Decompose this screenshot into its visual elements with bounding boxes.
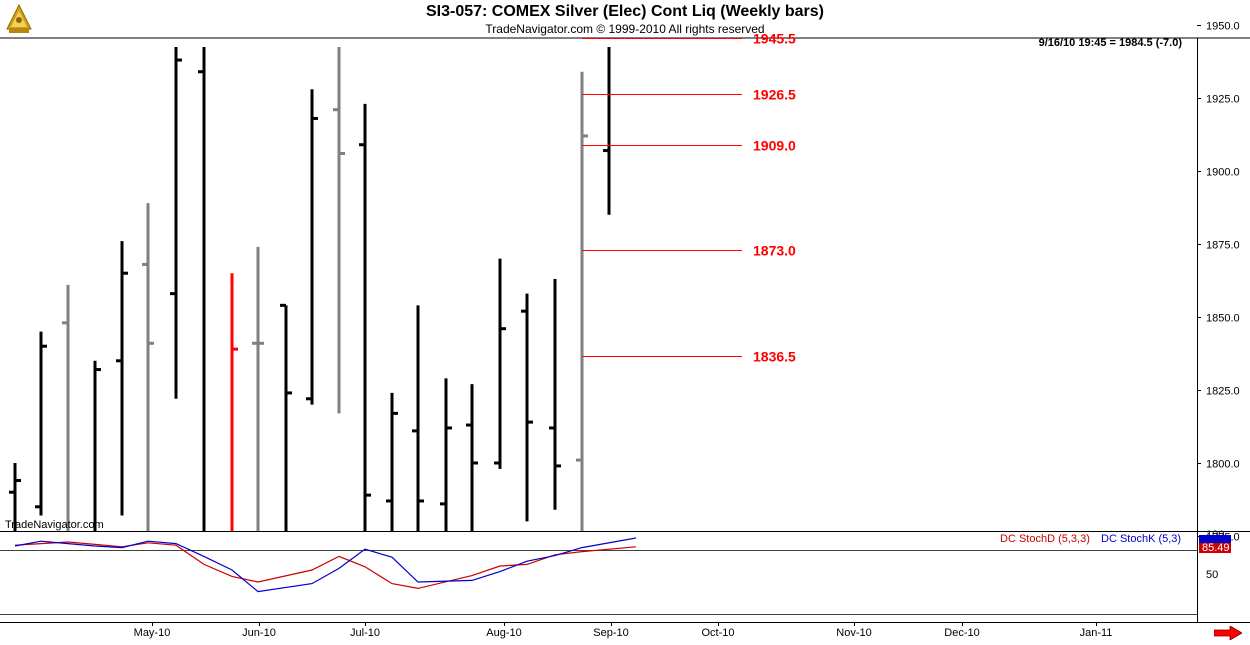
x-tick-label: Sep-10 bbox=[593, 627, 628, 639]
legend-stoch-k: DC StochK (5,3) bbox=[1101, 533, 1181, 545]
watermark-text: TradeNavigator.com bbox=[5, 519, 104, 531]
chart-header: SI3-057: COMEX Silver (Elec) Cont Liq (W… bbox=[0, 0, 1250, 38]
y-tick-label: 1850.0 bbox=[1206, 313, 1240, 325]
red-arrow-right-icon[interactable] bbox=[1213, 625, 1243, 641]
price-readout: 9/16/10 19:45 = 1984.5 (-7.0) bbox=[1038, 37, 1182, 49]
y-tick-label: 1900.0 bbox=[1206, 167, 1240, 179]
price-bar bbox=[576, 71, 588, 531]
price-bar bbox=[280, 303, 292, 531]
level-label-red: 1926.5 bbox=[753, 87, 796, 103]
level-label-red: 1836.5 bbox=[753, 349, 796, 365]
x-tick-label: Jun-10 bbox=[242, 627, 276, 639]
y-tick-label: 1875.0 bbox=[1206, 240, 1240, 252]
x-tick-label: May-10 bbox=[134, 627, 171, 639]
price-bar bbox=[521, 293, 533, 522]
trade-navigator-logo-icon[interactable] bbox=[3, 3, 35, 35]
chart-title: SI3-057: COMEX Silver (Elec) Cont Liq (W… bbox=[425, 3, 825, 20]
price-bar bbox=[412, 305, 424, 531]
price-bar bbox=[116, 241, 128, 516]
stoch-d-marker bbox=[1199, 543, 1231, 553]
price-bar bbox=[386, 392, 398, 531]
price-bar bbox=[306, 89, 318, 405]
price-bar bbox=[630, 0, 642, 2]
price-bar bbox=[466, 384, 478, 531]
price-bar bbox=[142, 203, 154, 531]
price-bar bbox=[62, 284, 70, 531]
x-tick-label: Jul-10 bbox=[350, 627, 380, 639]
indicator-tick-label: 50 bbox=[1206, 569, 1218, 581]
price-bar bbox=[549, 279, 561, 510]
indicator-line bbox=[14, 537, 637, 593]
y-tick-label: 1950.0 bbox=[1206, 21, 1240, 33]
price-bar bbox=[93, 360, 101, 531]
x-tick-label: Oct-10 bbox=[701, 627, 734, 639]
level-label-red: 1945.5 bbox=[753, 31, 796, 47]
y-tick-label: 1800.0 bbox=[1206, 459, 1240, 471]
level-label-red: 1909.0 bbox=[753, 138, 796, 154]
price-bar bbox=[440, 378, 452, 531]
indicator-line bbox=[14, 541, 637, 590]
x-tick-label: Nov-10 bbox=[836, 627, 871, 639]
stoch-k-marker bbox=[1199, 535, 1231, 543]
x-tick-label: Aug-10 bbox=[486, 627, 521, 639]
price-bar bbox=[170, 47, 182, 399]
price-bar bbox=[359, 103, 371, 531]
price-bar bbox=[333, 47, 345, 414]
legend-stoch-d: DC StochD (5,3,3) bbox=[1000, 533, 1090, 545]
price-bar bbox=[35, 331, 47, 516]
chart-subtitle: TradeNavigator.com © 1999-2010 All right… bbox=[485, 22, 765, 36]
x-tick-label: Jan-11 bbox=[1080, 627, 1113, 639]
price-bar bbox=[230, 273, 238, 531]
price-bar bbox=[494, 258, 506, 469]
price-bar bbox=[603, 47, 611, 215]
price-bar bbox=[198, 47, 206, 531]
price-bar bbox=[252, 246, 264, 531]
y-tick-label: 1925.0 bbox=[1206, 94, 1240, 106]
y-tick-label: 1825.0 bbox=[1206, 386, 1240, 398]
price-bars bbox=[9, 0, 642, 531]
x-tick-label: Dec-10 bbox=[944, 627, 979, 639]
indicator-current-label: 85.49 bbox=[1202, 542, 1230, 554]
price-bar bbox=[9, 463, 21, 531]
level-label-red: 1873.0 bbox=[753, 243, 796, 259]
